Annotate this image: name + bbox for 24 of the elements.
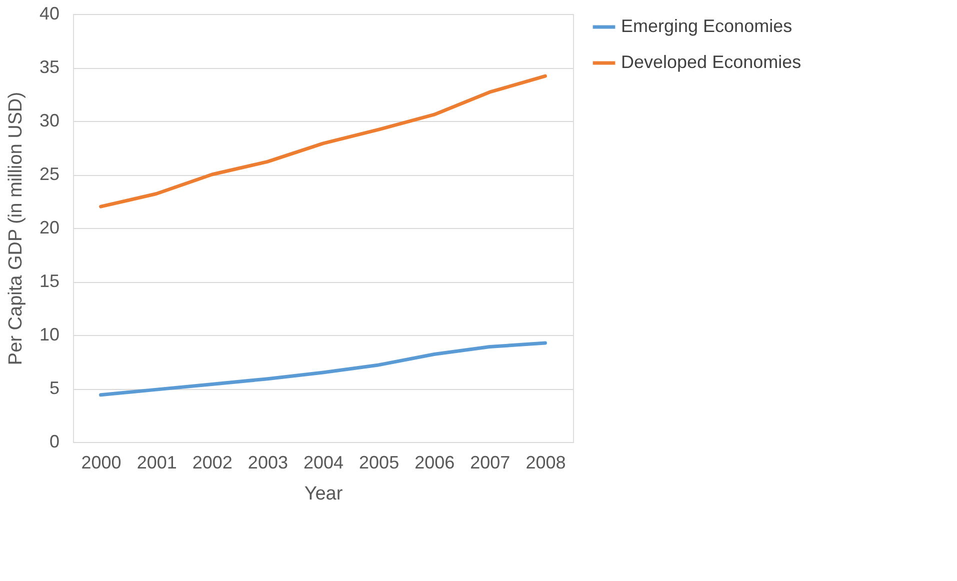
y-tick-label: 0 xyxy=(49,432,60,452)
line-series xyxy=(99,341,547,397)
line-series xyxy=(99,74,547,208)
x-tick-label: 2005 xyxy=(359,452,400,472)
x-tick-label: 2007 xyxy=(470,452,510,472)
legend-label: Developed Economies xyxy=(621,52,802,72)
y-tick-label: 40 xyxy=(39,4,60,24)
x-tick-label: 2001 xyxy=(136,452,177,472)
x-tick-label: 2008 xyxy=(526,452,566,472)
x-tick-label: 2002 xyxy=(192,452,232,472)
y-tick-label: 5 xyxy=(49,378,60,398)
legend-label: Emerging Economies xyxy=(621,16,792,36)
y-tick-label: 25 xyxy=(39,164,60,184)
y-tick-label: 20 xyxy=(39,218,60,238)
y-axis-title: Per Capita GDP (in million USD) xyxy=(5,92,26,366)
x-tick-label: 2003 xyxy=(248,452,288,472)
x-axis-title: Year xyxy=(304,484,344,504)
x-tick-label: 2006 xyxy=(414,452,455,472)
y-tick-label: 10 xyxy=(39,324,60,344)
y-tick-label: 15 xyxy=(39,271,60,291)
y-tick-label: 35 xyxy=(39,57,60,77)
x-tick-label: 2000 xyxy=(81,452,122,472)
y-tick-label: 30 xyxy=(39,110,60,130)
x-tick-label: 2004 xyxy=(303,452,344,472)
